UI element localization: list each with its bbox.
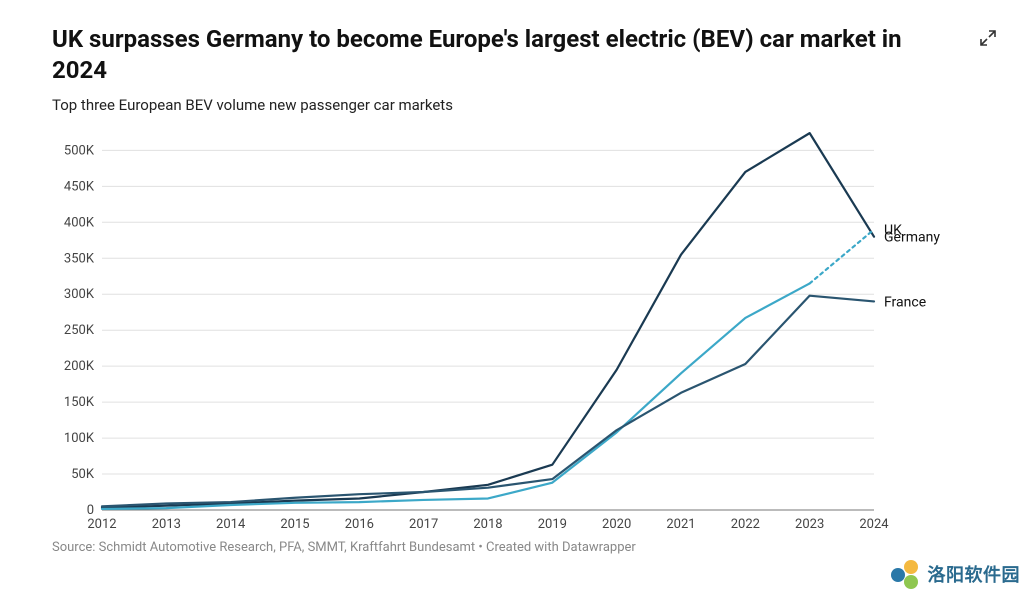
svg-text:2016: 2016 bbox=[345, 517, 374, 532]
chart-title: UK surpasses Germany to become Europe's … bbox=[52, 24, 972, 86]
svg-text:2017: 2017 bbox=[409, 517, 438, 532]
svg-text:2021: 2021 bbox=[666, 517, 695, 532]
svg-text:2022: 2022 bbox=[731, 517, 760, 532]
chart-source: Source: Schmidt Automotive Research, PFA… bbox=[52, 540, 996, 555]
svg-text:50K: 50K bbox=[71, 467, 95, 482]
svg-text:200K: 200K bbox=[64, 360, 95, 375]
chart-subtitle: Top three European BEV volume new passen… bbox=[52, 96, 996, 114]
svg-text:2023: 2023 bbox=[795, 517, 824, 532]
expand-icon[interactable] bbox=[980, 30, 996, 50]
svg-text:2018: 2018 bbox=[473, 517, 502, 532]
watermark-text: 洛阳软件园 bbox=[928, 561, 1021, 587]
svg-text:2020: 2020 bbox=[602, 517, 631, 532]
svg-text:300K: 300K bbox=[64, 288, 95, 303]
svg-text:150K: 150K bbox=[64, 395, 95, 410]
svg-text:2015: 2015 bbox=[280, 517, 309, 532]
svg-text:450K: 450K bbox=[64, 180, 95, 195]
svg-text:2013: 2013 bbox=[152, 517, 181, 532]
svg-text:350K: 350K bbox=[64, 252, 95, 267]
watermark: 洛阳软件园 bbox=[888, 558, 1021, 590]
svg-text:100K: 100K bbox=[64, 431, 95, 446]
svg-text:500K: 500K bbox=[64, 144, 95, 159]
svg-text:2014: 2014 bbox=[216, 517, 246, 532]
svg-text:2024: 2024 bbox=[859, 517, 889, 532]
svg-text:400K: 400K bbox=[64, 216, 95, 231]
svg-text:250K: 250K bbox=[64, 324, 95, 339]
line-chart: 0 50K 100K 150K 200K 250K 300K 350K 400K 450K 500K… bbox=[52, 124, 964, 534]
svg-text:France: France bbox=[884, 295, 926, 311]
svg-text:Germany: Germany bbox=[884, 230, 940, 246]
svg-text:2012: 2012 bbox=[87, 517, 116, 532]
svg-text:0: 0 bbox=[87, 503, 94, 518]
svg-text:2019: 2019 bbox=[538, 517, 567, 532]
